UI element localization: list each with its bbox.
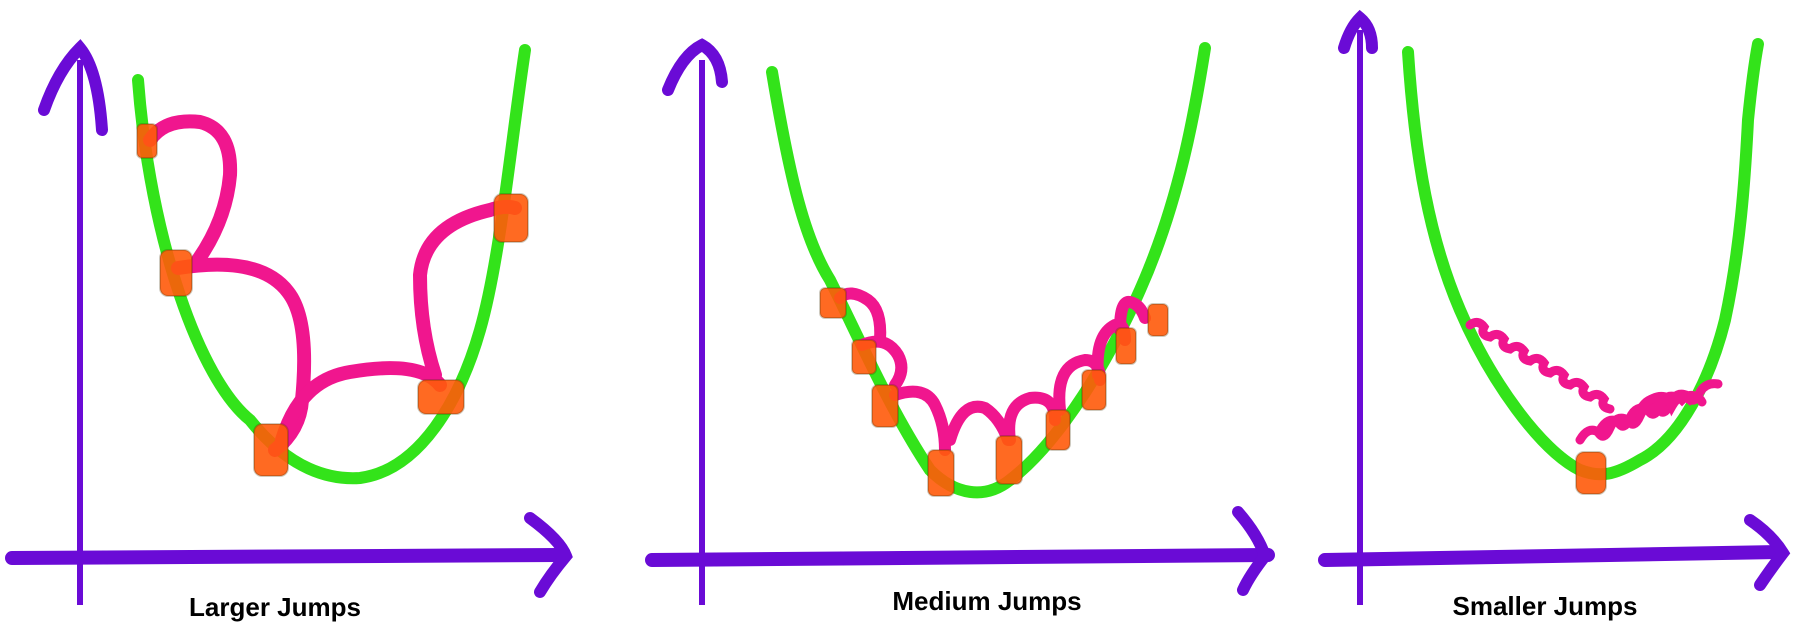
descent-point	[136, 123, 158, 159]
descent-points	[136, 123, 529, 477]
descent-point	[871, 384, 899, 428]
descent-point	[1575, 451, 1607, 495]
y-axis	[38, 39, 108, 605]
x-axis	[645, 506, 1275, 596]
x-axis	[1318, 514, 1791, 591]
panel-larger-jumps: Larger Jumps	[5, 39, 573, 622]
jump-arcs	[834, 287, 1151, 456]
y-axis	[1338, 9, 1378, 605]
descent-point	[927, 449, 955, 497]
x-axis	[5, 512, 573, 598]
loss-curve	[1402, 38, 1764, 481]
descent-point	[1147, 303, 1169, 337]
descent-point	[1081, 369, 1107, 411]
descent-point	[851, 339, 877, 375]
panel-label: Medium Jumps	[892, 586, 1081, 616]
descent-point	[1115, 327, 1137, 365]
descent-point	[253, 423, 289, 477]
descent-point	[417, 379, 465, 415]
descent-points	[1575, 451, 1607, 495]
descent-points	[819, 287, 1169, 497]
panel-smaller-jumps: Smaller Jumps	[1318, 9, 1791, 621]
loss-curve	[132, 44, 531, 485]
descent-point	[819, 287, 847, 319]
descent-point	[493, 193, 529, 243]
panel-medium-jumps: Medium Jumps	[645, 38, 1275, 616]
jump-arcs	[1465, 317, 1723, 445]
loss-curve	[766, 42, 1211, 499]
descent-point	[1045, 409, 1071, 451]
descent-point	[995, 435, 1023, 485]
descent-point	[159, 249, 193, 297]
panel-label: Larger Jumps	[189, 592, 361, 622]
panel-label: Smaller Jumps	[1453, 591, 1638, 621]
y-axis	[662, 38, 728, 605]
